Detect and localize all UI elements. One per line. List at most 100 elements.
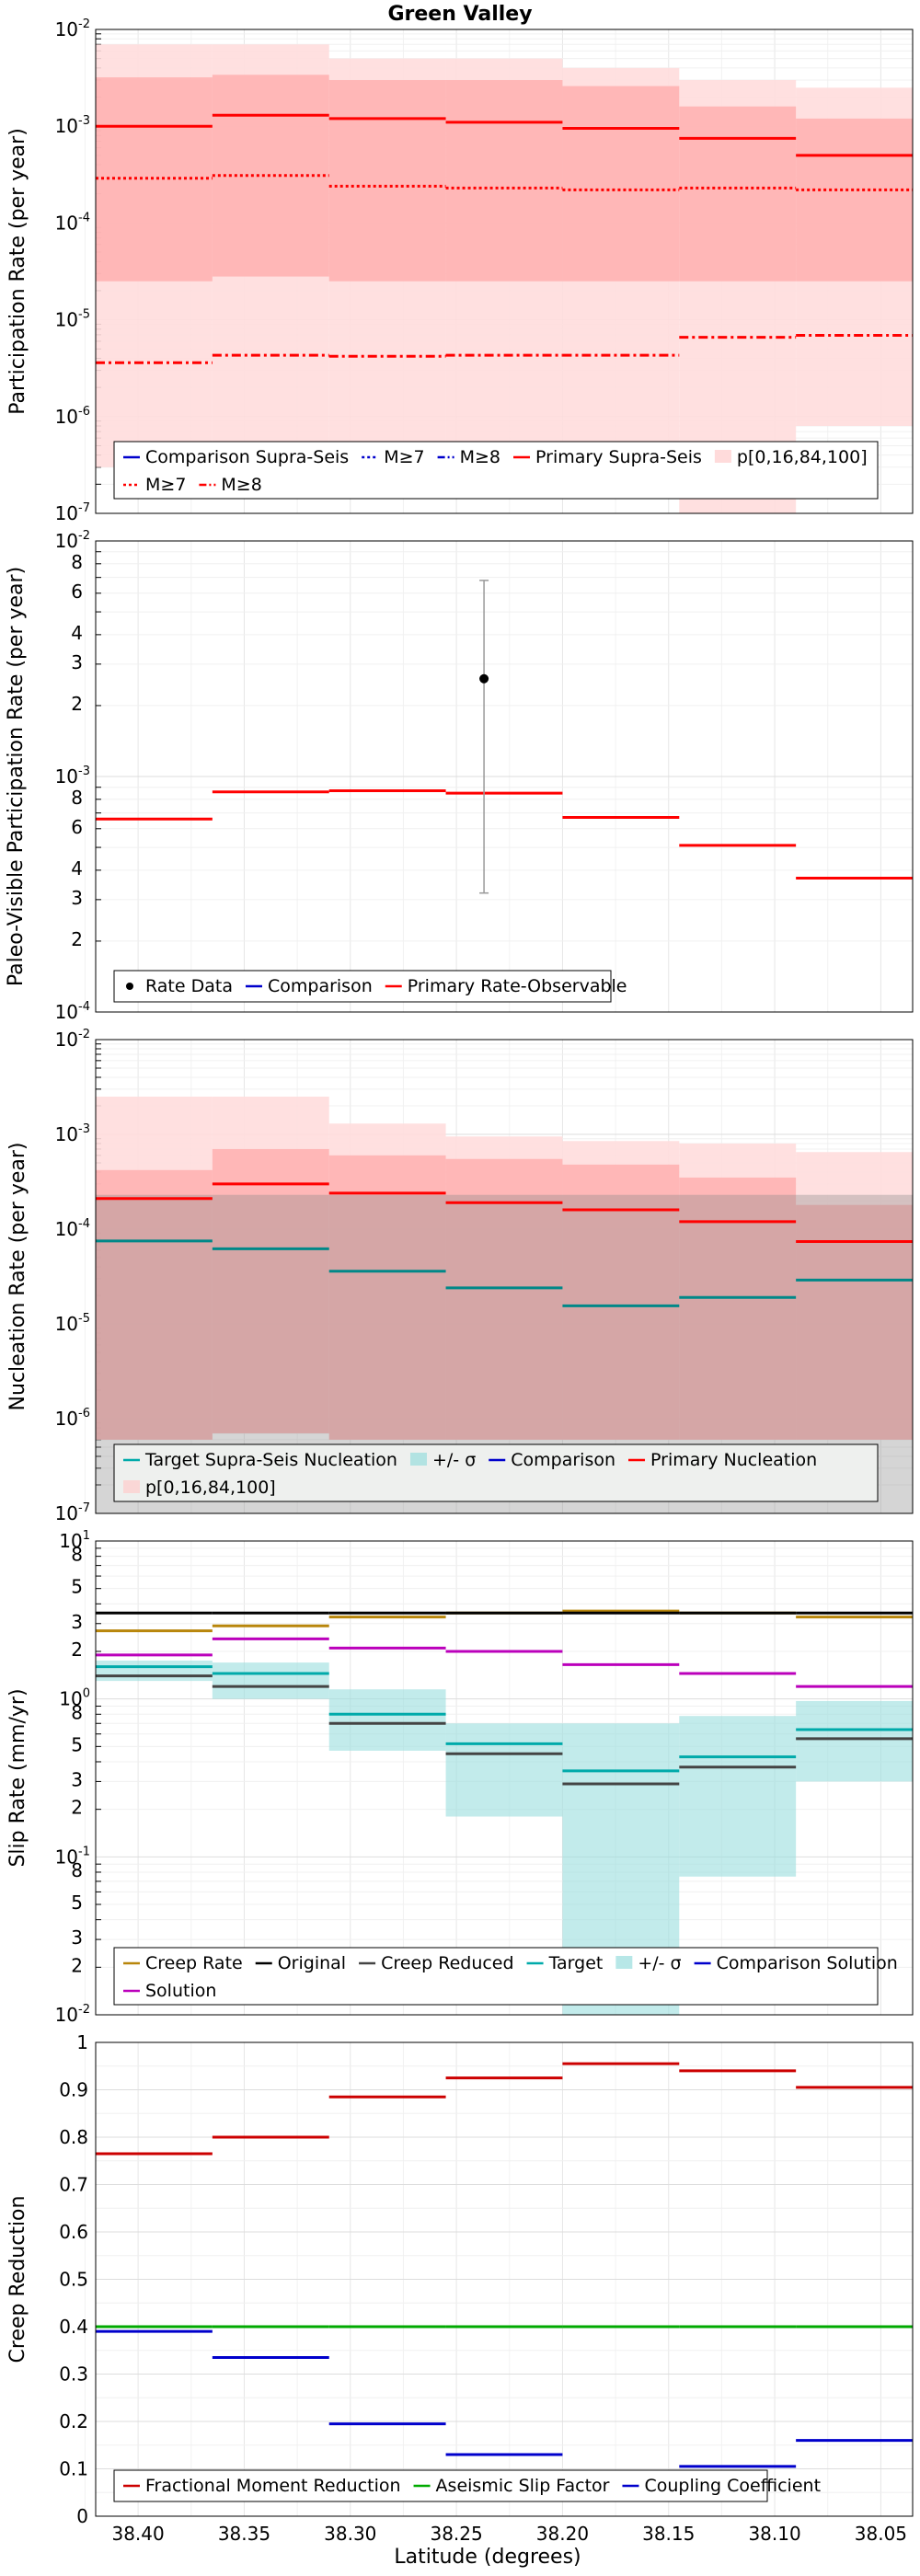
y-tick-label: 10-6 (55, 405, 90, 428)
legend-label: Original (278, 1953, 346, 1973)
legend-label: M≥8 (460, 447, 500, 467)
x-tick-label: 38.10 (748, 2523, 800, 2545)
y-minor-tick-label: 3 (71, 1611, 83, 1633)
y-minor-tick-label: 5 (71, 1892, 83, 1914)
band-segment (445, 1723, 563, 1817)
legend-label: Comparison Supra-Seis (145, 447, 349, 467)
legend-box (113, 2469, 768, 2502)
legend-label: Aseismic Slip Factor (436, 2476, 610, 2496)
plot-frame (95, 1039, 914, 1514)
legend-label: Creep Rate (145, 1953, 243, 1973)
legend-label: M≥7 (384, 447, 424, 467)
band-segment (679, 1716, 797, 1877)
legend: Creep Rate Original Creep Reduced Target +/-… (113, 1947, 898, 2006)
series-creep-reduced (96, 1674, 913, 1786)
y-axis-label: Creep Reduction (6, 2196, 29, 2363)
legend-label: M≥8 (221, 475, 261, 495)
panel-p5: 0 0.1 0.2 0.3 0.4 0.5 0.6 0.7 0.8 0.9 1 Creep Reduc… (6, 2031, 914, 2545)
plot-frame (95, 2041, 914, 2517)
y-axis-label: Slip Rate (mm/yr) (6, 1688, 29, 1867)
band-segment (445, 80, 563, 282)
y-tick-label: 10-3 (55, 1122, 90, 1145)
x-tick-label: 38.25 (430, 2523, 482, 2545)
y-minor-tick-label: 5 (71, 1576, 83, 1598)
y-minor-tick-label: 8 (71, 787, 83, 809)
panel-p3: 10-7 10-6 10-5 10-4 10-3 10-2 Nucleation Rate … (6, 1028, 914, 1524)
y-tick-label: 10-4 (55, 211, 90, 234)
y-tick-label: 0.1 (59, 2458, 88, 2480)
legend-label: Comparison Solution (717, 1953, 898, 1973)
y-tick-label: 10-2 (55, 2003, 90, 2026)
y-tick-label: 10-7 (55, 501, 90, 524)
legend-label: +/- σ (638, 1953, 681, 1973)
y-tick-label: 0.9 (59, 2079, 88, 2101)
legend-label: Comparison (511, 1450, 615, 1470)
x-tick-label: 38.35 (218, 2523, 270, 2545)
y-minor-tick-label: 4 (71, 857, 83, 880)
y-minor-tick-label: 6 (71, 816, 83, 838)
series-target-supra-seis-nucleation (96, 1239, 913, 1307)
series-fractional-moment-reduction (96, 2062, 913, 2156)
band-segment (328, 80, 446, 282)
y-minor-tick-label: 2 (71, 693, 83, 715)
y-tick-label: 100 (59, 1687, 90, 1710)
legend-swatch (409, 1453, 427, 1466)
legend: Target Supra-Seis Nucleation +/- σ Compari… (113, 1443, 879, 1502)
legend-swatch (123, 1480, 140, 1493)
legend-label: Target Supra-Seis Nucleation (144, 1450, 397, 1470)
y-tick-label: 0.2 (59, 2410, 88, 2432)
band-segment (212, 75, 329, 277)
legend-label: p[0,16,84,100] (737, 447, 868, 467)
y-minor-tick-label: 2 (71, 1797, 83, 1819)
band-segment (679, 106, 797, 282)
x-tick-label: 38.15 (642, 2523, 695, 2545)
y-tick-label: 0.8 (59, 2126, 88, 2148)
legend-label: Solution (145, 1981, 216, 2001)
y-minor-tick-label: 3 (71, 1926, 83, 1949)
band-segment (796, 1204, 913, 1440)
y-tick-label: 10-4 (55, 1217, 90, 1240)
panel-p1: 10-7 10-6 10-5 10-4 10-3 10-2 Participation Ra… (6, 17, 914, 524)
legend-swatch (714, 450, 731, 463)
legend-label: Coupling Coefficient (644, 2476, 821, 2496)
y-tick-label: 10-2 (55, 17, 90, 40)
y-minor-tick-label: 2 (71, 1639, 83, 1661)
legend-label: Target (548, 1953, 604, 1973)
y-tick-label: 10-5 (55, 1312, 90, 1335)
y-minor-tick-label: 6 (71, 581, 83, 603)
x-tick-label: 38.30 (324, 2523, 376, 2545)
legend-label: Primary Rate-Observable (408, 976, 627, 996)
legend-label: Creep Reduced (381, 1953, 513, 1973)
series-primary-nucleation (96, 1182, 913, 1243)
legend-label: p[0,16,84,100] (145, 1478, 276, 1498)
y-tick-label: 0.5 (59, 2269, 88, 2291)
y-tick-label: 10-4 (55, 1000, 90, 1023)
y-tick-label: 101 (59, 1529, 90, 1552)
plot-frame (95, 29, 914, 514)
legend: Fractional Moment Reduction Aseismic Slip… (113, 2469, 821, 2502)
y-tick-label: 10-2 (55, 529, 90, 552)
y-minor-tick-label: 3 (71, 1768, 83, 1790)
x-tick-label: 38.40 (111, 2523, 164, 2545)
y-tick-label: 0.3 (59, 2363, 88, 2386)
y-tick-label: 0.6 (59, 2221, 88, 2243)
legend-box (113, 970, 612, 1003)
y-axis-label: Nucleation Rate (per year) (6, 1143, 29, 1411)
y-axis-label: Participation Rate (per year) (6, 128, 29, 415)
legend-box (113, 441, 879, 500)
y-minor-tick-label: 3 (71, 651, 83, 673)
legend-marker (126, 983, 133, 990)
band-segment (562, 86, 680, 282)
series-m-8 (96, 334, 913, 364)
plot-frame (95, 1540, 914, 2016)
y-minor-tick-label: 5 (71, 1733, 83, 1755)
y-tick-label: 10-5 (55, 308, 90, 331)
y-tick-label: 0.4 (59, 2316, 88, 2338)
y-minor-tick-label: 4 (71, 622, 83, 644)
legend-label: Rate Data (145, 976, 233, 996)
y-minor-tick-label: 2 (71, 928, 83, 950)
band-segment (96, 1169, 213, 1440)
legend-label: +/- σ (432, 1450, 476, 1470)
band-segment (796, 1700, 913, 1782)
